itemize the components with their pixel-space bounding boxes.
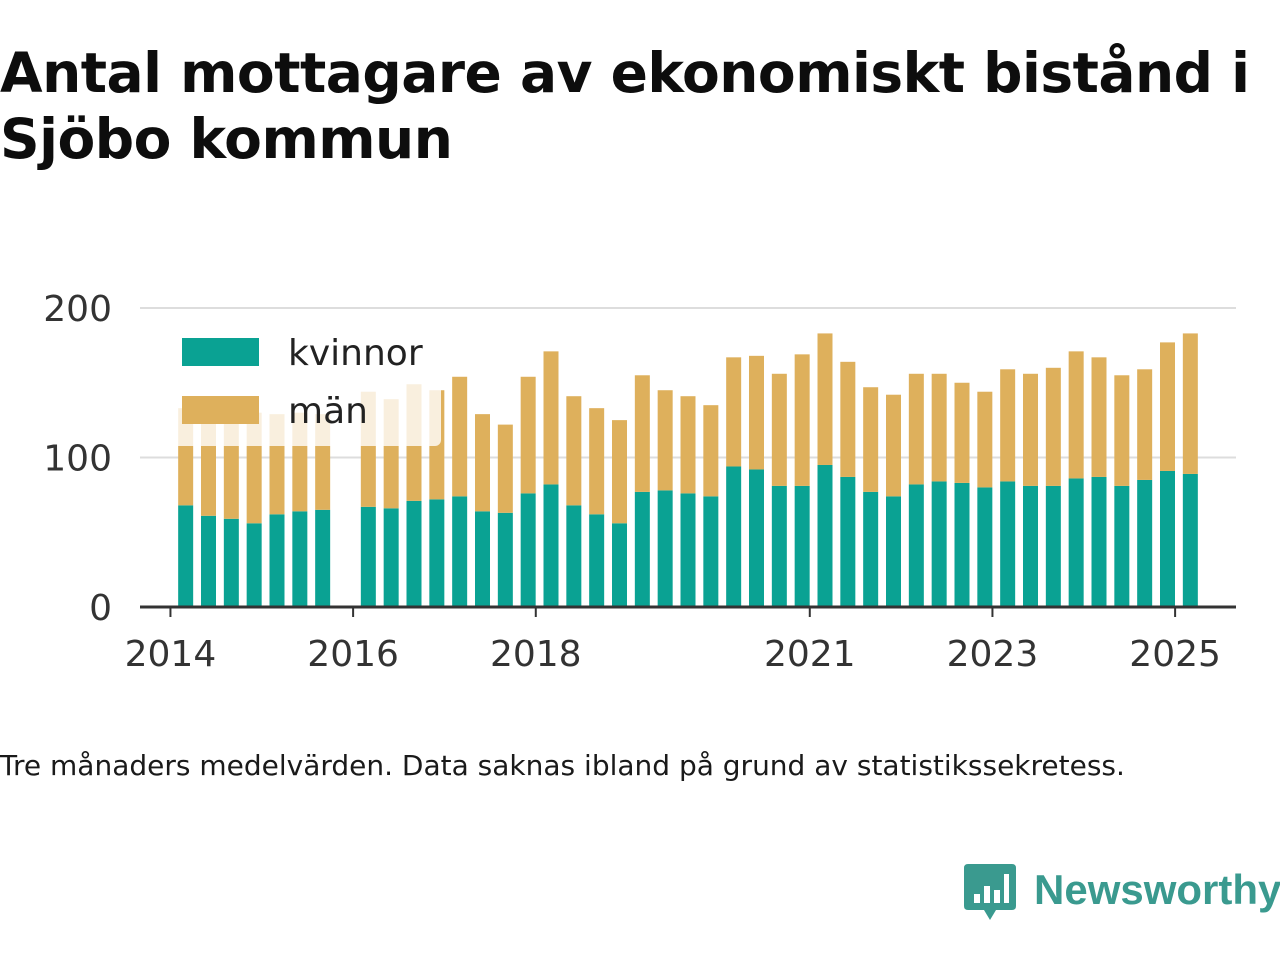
bar-man bbox=[703, 405, 719, 497]
bar-man bbox=[566, 396, 582, 506]
bar-man bbox=[908, 373, 924, 485]
bar-man bbox=[977, 391, 993, 488]
bar-man bbox=[634, 375, 650, 492]
bar-man bbox=[1091, 357, 1107, 477]
bar-man bbox=[680, 396, 696, 494]
bar-kvinnor bbox=[429, 499, 445, 607]
bar-man bbox=[794, 354, 810, 486]
bar-man bbox=[886, 394, 901, 497]
bar-kvinnor bbox=[863, 491, 879, 607]
legend-swatch-man bbox=[182, 396, 259, 424]
legend-swatch-kvinnor bbox=[182, 338, 259, 366]
bar-man bbox=[1137, 369, 1153, 480]
bar-man bbox=[863, 387, 879, 492]
bar-kvinnor bbox=[201, 515, 216, 607]
bar-man bbox=[520, 376, 536, 494]
y-tick-label: 100 bbox=[43, 439, 112, 480]
newsworthy-logo-icon bbox=[964, 864, 1016, 920]
bar-man bbox=[954, 382, 970, 483]
bar-kvinnor bbox=[634, 491, 650, 607]
bar-man bbox=[1045, 367, 1061, 486]
bar-kvinnor bbox=[1160, 470, 1175, 607]
y-tick-label: 200 bbox=[43, 289, 112, 330]
bar-kvinnor bbox=[977, 487, 993, 607]
bar-kvinnor bbox=[178, 505, 194, 607]
bar-kvinnor bbox=[840, 476, 856, 607]
bar-kvinnor bbox=[749, 469, 764, 607]
bar-man bbox=[612, 420, 627, 524]
x-tick-label: 2025 bbox=[1129, 634, 1221, 675]
x-tick-label: 2021 bbox=[764, 634, 856, 675]
bar-kvinnor bbox=[931, 481, 947, 607]
bar-kvinnor bbox=[703, 496, 719, 607]
brand-logo: Newsworthy bbox=[964, 864, 1280, 926]
bar-kvinnor bbox=[908, 484, 924, 607]
bar-man bbox=[749, 355, 764, 470]
bar-kvinnor bbox=[520, 493, 536, 607]
bar-kvinnor bbox=[315, 509, 331, 607]
bar-kvinnor bbox=[383, 508, 399, 607]
bar-kvinnor bbox=[1137, 479, 1153, 607]
bar-man bbox=[657, 390, 673, 491]
bar-man bbox=[1068, 351, 1084, 479]
bar-kvinnor bbox=[292, 511, 308, 607]
legend: kvinnor män bbox=[165, 318, 441, 446]
bar-kvinnor bbox=[1114, 485, 1130, 607]
brand-name: Newsworthy bbox=[1034, 866, 1280, 913]
y-tick-label: 0 bbox=[89, 588, 112, 629]
x-tick-label: 2018 bbox=[490, 634, 582, 675]
bar-man bbox=[452, 376, 468, 497]
bar-kvinnor bbox=[726, 466, 742, 607]
chart-title: Antal mottagare av ekonomiskt bistånd i … bbox=[0, 41, 1250, 171]
bar-man bbox=[543, 351, 559, 485]
bar-kvinnor bbox=[246, 523, 262, 607]
bar-man bbox=[1114, 375, 1130, 486]
x-tick-label: 2023 bbox=[947, 634, 1039, 675]
bar-man bbox=[475, 414, 490, 512]
bar-kvinnor bbox=[1091, 476, 1107, 607]
bar-kvinnor bbox=[1068, 478, 1084, 607]
bar-kvinnor bbox=[657, 490, 673, 607]
bar-man bbox=[771, 373, 787, 486]
bar-kvinnor bbox=[566, 505, 582, 607]
bar-man bbox=[589, 408, 605, 515]
bar-man bbox=[1160, 342, 1175, 471]
bar-kvinnor bbox=[406, 500, 422, 607]
stacked-bar-chart: 0 100 200 2014 2016 2018 2021 2023 2025 kvinnor m… bbox=[43, 289, 1236, 675]
bar-kvinnor bbox=[817, 464, 833, 607]
bar-kvinnor bbox=[1045, 485, 1061, 607]
bar-kvinnor bbox=[589, 514, 605, 607]
bar-kvinnor bbox=[886, 496, 901, 607]
bar-kvinnor bbox=[223, 518, 239, 607]
bar-kvinnor bbox=[269, 514, 285, 607]
bar-kvinnor bbox=[1000, 481, 1016, 607]
chart-footnote: Tre månaders medelvärden. Data saknas ib… bbox=[0, 749, 1125, 782]
axes: 0 100 200 2014 2016 2018 2021 2023 2025 bbox=[43, 289, 1236, 675]
bar-man bbox=[1182, 333, 1198, 474]
bar-kvinnor bbox=[360, 506, 376, 607]
bar-kvinnor bbox=[497, 512, 513, 607]
legend-label-man: män bbox=[288, 391, 368, 432]
bar-kvinnor bbox=[771, 485, 787, 607]
bar-kvinnor bbox=[475, 511, 490, 607]
bar-kvinnor bbox=[794, 485, 810, 607]
x-tick-label: 2014 bbox=[125, 634, 217, 675]
bar-kvinnor bbox=[954, 482, 970, 607]
bar-kvinnor bbox=[452, 496, 468, 607]
bar-kvinnor bbox=[543, 484, 559, 607]
legend-label-kvinnor: kvinnor bbox=[288, 333, 423, 374]
bar-kvinnor bbox=[612, 523, 627, 607]
bar-kvinnor bbox=[1023, 485, 1038, 607]
bar-man bbox=[817, 333, 833, 465]
bar-man bbox=[726, 357, 742, 467]
bar-kvinnor bbox=[680, 493, 696, 607]
x-tick-label: 2016 bbox=[307, 634, 399, 675]
bar-man bbox=[1023, 373, 1038, 486]
bar-kvinnor bbox=[1182, 473, 1198, 607]
bar-man bbox=[1000, 369, 1016, 482]
bar-man bbox=[931, 373, 947, 482]
bar-man bbox=[840, 361, 856, 477]
bars bbox=[178, 333, 1198, 607]
bar-man bbox=[497, 424, 513, 513]
